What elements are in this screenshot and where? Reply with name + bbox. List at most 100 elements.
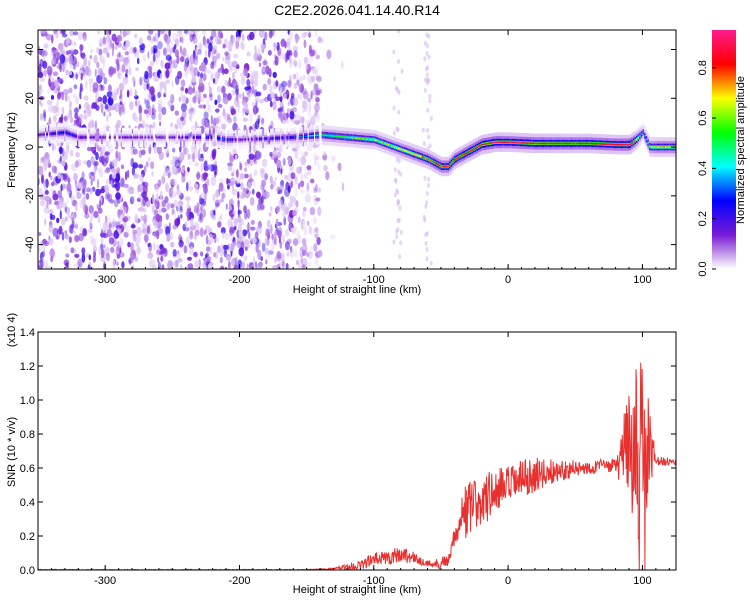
noise-cell (107, 98, 114, 103)
noise-cell (297, 79, 300, 88)
noise-cell (132, 222, 135, 229)
noise-cell (221, 192, 225, 200)
noise-cell (222, 108, 225, 117)
noise-cell (52, 193, 59, 201)
noise-cell (312, 115, 316, 123)
noise-cell (285, 119, 289, 124)
ridge-cell (460, 155, 463, 157)
ridge-cell (597, 143, 600, 145)
x-tick-label: 0 (505, 274, 511, 286)
noise-cell (213, 138, 216, 147)
noise-cell (270, 224, 273, 235)
noise-cell (221, 192, 227, 199)
noise-cell (104, 30, 110, 35)
noise-cell (296, 112, 300, 118)
ridge-cell (349, 136, 352, 139)
noise-cell (292, 45, 299, 52)
ridge-cell (532, 142, 535, 145)
noise-cell (88, 254, 92, 261)
noise-cell (203, 184, 208, 195)
ridge-cell (600, 143, 603, 145)
noise-cell (251, 85, 256, 91)
noise-cell (219, 256, 223, 264)
noise-cell (131, 166, 135, 176)
noise-cell (41, 174, 44, 184)
noise-cell (252, 180, 256, 189)
noise-cell (99, 102, 104, 108)
noise-cell (303, 31, 309, 36)
noise-cell (221, 85, 226, 94)
noise-cell (286, 251, 290, 257)
noise-cell (317, 264, 323, 269)
noise-cell (396, 227, 400, 233)
noise-cell (103, 47, 106, 52)
noise-cell (196, 202, 200, 209)
snr-y-multiplier: (x10 4) (6, 313, 18, 347)
ridge-cell (661, 146, 664, 148)
noise-cell (152, 121, 156, 129)
noise-cell (112, 218, 116, 227)
noise-cell (200, 162, 204, 173)
ridge-cell (129, 136, 132, 139)
ridge-cell (294, 136, 297, 138)
noise-cell (286, 37, 291, 46)
noise-cell (138, 37, 143, 46)
noise-cell (226, 178, 229, 185)
noise-cell (42, 245, 46, 254)
noise-cell (97, 85, 102, 93)
noise-cell (143, 233, 149, 243)
noise-cell (66, 182, 72, 193)
noise-cell (292, 96, 299, 107)
noise-cell (160, 175, 165, 185)
noise-cell (212, 234, 216, 240)
noise-cell (187, 30, 193, 36)
ridge-cell (54, 132, 57, 135)
noise-cell (100, 249, 105, 259)
ridge-cell (321, 134, 324, 136)
noise-cell (147, 252, 154, 259)
ridge-cell (326, 134, 329, 137)
ridge-cell (656, 146, 659, 148)
noise-cell (427, 176, 430, 182)
ridge-cell (473, 148, 476, 150)
noise-cell (117, 72, 121, 79)
noise-cell (85, 193, 90, 200)
noise-cell (170, 104, 175, 112)
ridge-cell (41, 133, 44, 136)
noise-cell (49, 213, 53, 221)
noise-cell (217, 68, 223, 73)
ridge-cell (99, 136, 102, 139)
noise-cell (304, 193, 311, 203)
noise-cell (51, 181, 55, 187)
noise-cell (73, 84, 78, 90)
ridge-cell (631, 142, 634, 144)
noise-cell (68, 55, 74, 65)
ridge-cell (611, 143, 614, 146)
noise-cell (72, 49, 79, 55)
noise-cell (184, 53, 189, 62)
ridge-cell (75, 135, 78, 137)
noise-cell (253, 256, 256, 266)
noise-cell (187, 263, 194, 269)
noise-cell (261, 179, 267, 187)
ridge-cell (407, 151, 410, 153)
ridge-cell (544, 142, 547, 145)
noise-cell (123, 183, 129, 188)
noise-cell (298, 60, 302, 70)
noise-cell (309, 206, 316, 216)
noise-cell (132, 229, 138, 235)
noise-cell (246, 223, 251, 230)
ridge-cell (316, 134, 319, 136)
noise-cell (191, 74, 196, 83)
noise-cell (118, 82, 125, 92)
noise-cell (168, 30, 171, 37)
noise-cell (306, 69, 310, 75)
noise-cell (239, 247, 242, 253)
noise-cell (264, 191, 270, 199)
ridge-cell (223, 138, 226, 140)
ridge-cell (500, 141, 503, 143)
noise-cell (157, 30, 161, 38)
noise-cell (287, 80, 292, 88)
noise-cell (39, 200, 45, 207)
noise-cell (199, 211, 203, 220)
